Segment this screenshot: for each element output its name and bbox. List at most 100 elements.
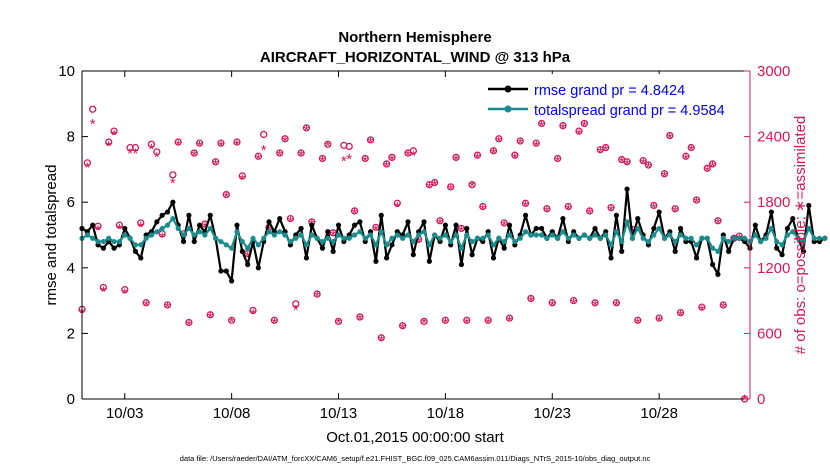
totalspread-point (437, 235, 443, 241)
x-tick-label: 10/23 (533, 405, 571, 422)
chart-title-line-1: Northern Hemisphere (338, 29, 491, 46)
rmse-point (693, 255, 700, 261)
obs-possible-marker (580, 119, 588, 128)
obs-assimilated-marker: * (539, 118, 545, 135)
obs-possible-marker (174, 138, 182, 146)
obs-possible-marker (468, 181, 476, 189)
obs-assimilated-marker: * (127, 146, 133, 163)
totalspread-point (581, 232, 587, 238)
obs-assimilated-marker: * (565, 201, 571, 218)
obs-assimilated-marker: * (207, 310, 213, 327)
obs-assimilated-marker: * (133, 146, 139, 163)
totalspread-point (726, 238, 732, 245)
obs-assimilated-marker: * (496, 133, 502, 150)
y-tick-label-right: 2400 (757, 129, 790, 146)
obs-assimilated-marker: * (501, 218, 507, 235)
obs-assimilated-marker: * (362, 153, 368, 170)
totalspread-point (325, 235, 331, 241)
obs-possible-marker (313, 290, 321, 298)
obs-possible-marker (682, 152, 690, 160)
obs-possible-marker (698, 303, 706, 311)
obs-assimilated-marker: * (287, 213, 293, 230)
obs-assimilated-marker: * (314, 289, 320, 306)
obs-assimilated-marker: * (731, 233, 737, 250)
rmse-point (154, 219, 160, 225)
totalspread-point (384, 242, 390, 248)
obs-assimilated-marker: * (576, 126, 582, 143)
totalspread-point (421, 229, 427, 235)
obs-possible-marker (463, 316, 471, 324)
rmse-point (522, 212, 529, 218)
obs-possible-marker (377, 334, 385, 342)
rmse-point (453, 222, 459, 228)
obs-assimilated-marker: * (320, 153, 326, 170)
totalspread-point (587, 235, 593, 241)
totalspread-point (298, 232, 304, 238)
obs-assimilated-marker: * (255, 151, 261, 168)
totalspread-point (426, 242, 432, 248)
obs-possible-marker (366, 136, 375, 144)
obs-assimilated-marker: * (624, 156, 630, 173)
totalspread-point (677, 232, 684, 238)
totalspread-point (319, 238, 326, 245)
obs-possible-marker (270, 316, 279, 324)
rmse-point (100, 245, 106, 251)
obs-assimilated-marker: * (448, 182, 454, 199)
rmse-point (768, 209, 774, 215)
totalspread-point (351, 232, 358, 238)
totalspread-point (704, 235, 710, 241)
obs-possible-marker (115, 221, 124, 229)
obs-assimilated-marker: * (523, 198, 529, 215)
rmse-point (277, 216, 283, 222)
obs-possible-marker (233, 138, 241, 146)
footnote: data file: /Users/raeder/DAI/ATM_forcXX/… (180, 454, 651, 463)
totalspread-point (202, 232, 208, 238)
obs-possible-marker (393, 199, 401, 207)
obs-possible-marker (361, 154, 369, 163)
obs-assimilated-marker: * (143, 297, 149, 314)
rmse-point (464, 225, 470, 232)
obs-assimilated-marker: * (517, 136, 523, 153)
totalspread-point (528, 232, 534, 238)
rmse-point (170, 199, 176, 205)
obs-possible-marker (676, 308, 685, 317)
rmse-point (651, 225, 657, 232)
totalspread-point (512, 238, 518, 245)
rmse-point (330, 248, 336, 254)
obs-assimilated-marker: * (341, 153, 347, 170)
totalspread-point (752, 232, 758, 238)
obs-assimilated-marker: * (271, 315, 277, 332)
rmse-point (180, 238, 187, 245)
totalspread-point (485, 232, 491, 238)
obs-possible-marker (126, 143, 134, 152)
obs-assimilated-marker: * (293, 302, 299, 319)
totalspread-point (341, 235, 347, 241)
legend-box (481, 74, 748, 118)
totalspread-point (758, 238, 764, 245)
obs-count-markers: ********* **** ***************************… (78, 105, 749, 409)
rmse-point (138, 255, 144, 261)
rmse-point (159, 212, 165, 218)
totalspread-point (549, 232, 555, 238)
obs-possible-marker (586, 207, 594, 215)
obs-possible-marker (281, 135, 289, 143)
obs-possible-marker (671, 205, 679, 213)
totalspread-point (362, 235, 368, 241)
obs-assimilated-marker: * (218, 138, 224, 155)
rmse-point (186, 212, 192, 218)
obs-possible-marker (121, 286, 129, 294)
totalspread-point (619, 238, 625, 245)
rmse-point (207, 212, 213, 218)
obs-assimilated-marker: * (277, 148, 283, 165)
obs-possible-marker (644, 161, 653, 169)
rmse-point (384, 255, 390, 261)
obs-possible-marker (99, 283, 108, 292)
y-tick-label-left: 4 (67, 260, 75, 277)
obs-possible-marker (345, 142, 353, 151)
obs-assimilated-marker: * (346, 151, 352, 168)
y-tick-label-right: 0 (757, 391, 765, 408)
rmse-point (613, 212, 620, 218)
obs-possible-marker (708, 160, 717, 168)
totalspread-point (122, 232, 128, 238)
obs-assimilated-marker: * (549, 297, 555, 314)
